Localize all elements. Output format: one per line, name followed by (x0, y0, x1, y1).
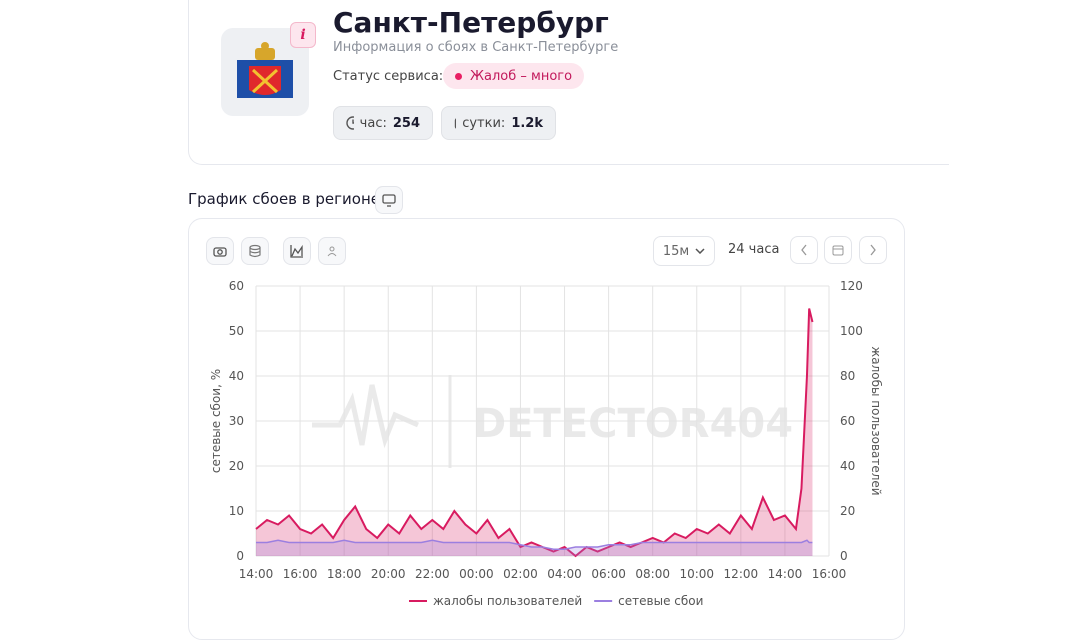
status-label: Статус сервиса: (333, 69, 444, 84)
calendar-icon (832, 245, 844, 256)
chevron (695, 248, 705, 254)
screenshot-button[interactable] (206, 237, 234, 265)
y2-tick-label: 0 (840, 549, 848, 563)
x-tick-label: 02:00 (503, 567, 538, 581)
chart-type-button[interactable] (283, 237, 311, 265)
interval-select[interactable]: 15м (653, 236, 715, 266)
chevron-left (801, 244, 807, 256)
info-button[interactable]: i (290, 22, 316, 48)
x-tick-label: 04:00 (547, 567, 582, 581)
user-button[interactable] (318, 237, 346, 265)
x-tick-label: 10:00 (679, 567, 714, 581)
y-tick-label: 0 (236, 549, 244, 563)
x-tick-label: 14:00 (239, 567, 274, 581)
x-tick-label: 22:00 (415, 567, 450, 581)
clock-icon (346, 116, 354, 130)
next-button[interactable] (859, 236, 887, 264)
y2-tick-label: 40 (840, 459, 855, 473)
y2-tick-label: 60 (840, 414, 855, 428)
x-tick-label: 14:00 (768, 567, 803, 581)
status-badge: Жалоб – много (443, 63, 585, 89)
camera-icon (213, 247, 227, 257)
calendar-button[interactable] (824, 236, 852, 264)
range-label[interactable]: 24 часа (728, 242, 780, 257)
display-button[interactable] (375, 186, 403, 214)
logo (221, 28, 309, 116)
calendar-icon (454, 118, 457, 129)
stat-label: сутки: (462, 115, 506, 131)
interval-value: 15м (662, 243, 690, 259)
y2-tick-label: 20 (840, 504, 855, 518)
monitor-icon (382, 194, 396, 207)
database-icon (249, 244, 261, 258)
x-tick-label: 20:00 (371, 567, 406, 581)
x-tick-label: 00:00 (459, 567, 494, 581)
y-tick-label: 50 (229, 324, 244, 338)
y2-tick-label: 120 (840, 279, 863, 293)
subtitle: Информация о сбоях в Санкт-Петербурге (333, 40, 619, 55)
x-tick-label: 18:00 (327, 567, 362, 581)
x-tick-label: 06:00 (591, 567, 626, 581)
stat-value: 254 (392, 115, 420, 131)
y2-tick-label: 80 (840, 369, 855, 383)
status-dot (455, 72, 462, 80)
stat-hour: час: 254 (333, 106, 433, 140)
y2-axis-label: жалобы пользователей (869, 346, 883, 495)
chart-card (188, 218, 905, 640)
chart: DETECTOR404 0 10 20 30 40 50 60 0 20 40 60 80 100 120… (209, 279, 883, 608)
series-line (255, 308, 814, 558)
status-value: Жалоб – много (470, 68, 573, 84)
watermark: DETECTOR404 (473, 401, 793, 447)
prev-button[interactable] (790, 236, 818, 264)
data-button[interactable] (241, 237, 269, 265)
y-tick-label: 30 (229, 414, 244, 428)
legend-label: сетевые сбои (618, 594, 703, 608)
title: Санкт-Петербург (333, 6, 609, 39)
x-tick-label: 16:00 (283, 567, 318, 581)
coat-of-arms (237, 42, 293, 98)
y2-tick-label: 100 (840, 324, 863, 338)
y-tick-label: 40 (229, 369, 244, 383)
stat-day: сутки: 1.2k (441, 106, 556, 140)
x-tick-label: 12:00 (724, 567, 759, 581)
chevron-right (870, 244, 876, 256)
legend-label: жалобы пользователей (433, 594, 582, 608)
series-area (256, 540, 813, 556)
stat-label: час: (359, 115, 387, 131)
y-tick-label: 10 (229, 504, 244, 518)
user-icon (327, 246, 337, 257)
x-tick-label: 16:00 (812, 567, 847, 581)
y-tick-label: 60 (229, 279, 244, 293)
y-axis-label: сетевые сбои, % (209, 369, 223, 473)
stat-value: 1.2k (511, 115, 543, 131)
series-line (256, 539, 813, 550)
area-icon (290, 244, 303, 258)
series-area (256, 308, 813, 556)
x-tick-label: 08:00 (635, 567, 670, 581)
section-title: График сбоев в регионе (188, 190, 380, 208)
page: i Санкт-Петербург Информация о сбоях в С… (188, 0, 949, 640)
y-tick-label: 20 (229, 459, 244, 473)
